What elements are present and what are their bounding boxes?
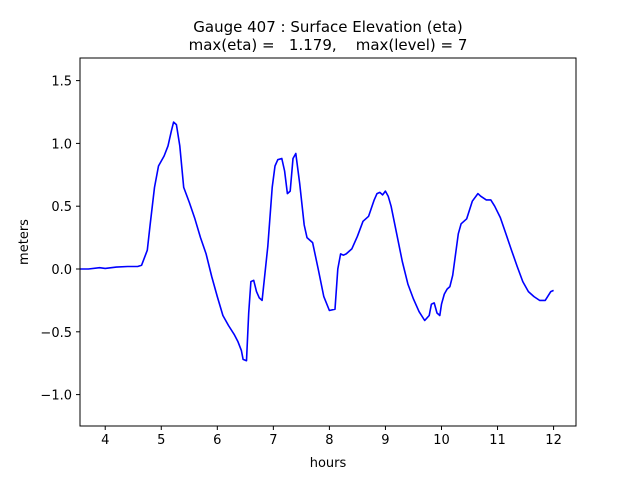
y-axis-label: meters (17, 219, 32, 265)
y-axis-ticks: −1.0 −0.5 0.0 0.5 1.0 1.5 (40, 75, 80, 404)
x-tick-label: 4 (101, 433, 109, 448)
x-tick-label: 11 (489, 433, 506, 448)
chart-title-line2: max(eta) = 1.179, max(level) = 7 (189, 36, 468, 54)
plot-frame (79, 57, 577, 427)
x-tick-label: 10 (433, 433, 450, 448)
x-axis-ticks: 4 5 6 7 8 9 10 11 12 (101, 426, 562, 448)
x-tick-label: 6 (213, 433, 221, 448)
x-tick-label: 8 (325, 433, 333, 448)
y-tick-label: −0.5 (40, 326, 72, 341)
chart-title-line1: Gauge 407 : Surface Elevation (eta) (193, 18, 462, 36)
y-tick-label: 0.0 (51, 263, 72, 278)
y-tick-label: 1.5 (51, 75, 72, 90)
y-tick-label: 0.5 (51, 200, 72, 215)
plot-area (80, 58, 576, 426)
x-tick-label: 5 (157, 433, 165, 448)
y-tick-label: 1.0 (51, 137, 72, 152)
x-tick-label: 9 (381, 433, 389, 448)
x-tick-label: 12 (545, 433, 562, 448)
y-tick-label: −1.0 (40, 389, 72, 404)
x-tick-label: 7 (269, 433, 277, 448)
eta-series-line (80, 121, 554, 362)
x-axis-label: hours (310, 456, 347, 471)
